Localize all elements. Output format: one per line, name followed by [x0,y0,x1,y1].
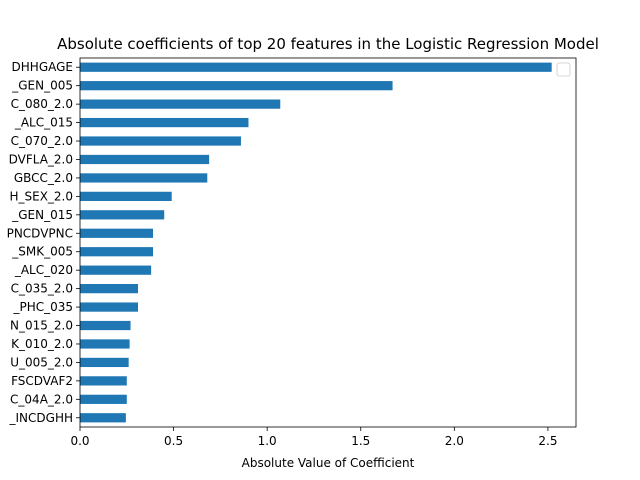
y-tick-label: _ALC_015 [14,116,73,130]
bar-17 [80,376,127,386]
x-tick-label: 1.5 [351,434,370,448]
legend-box [556,62,571,77]
bar-5 [80,154,210,165]
y-tick-label: C_070_2.0 [11,134,73,148]
y-tick-label: C_04A_2.0 [10,392,73,406]
y-tick-label: U_005_2.0 [10,355,73,369]
bar-13 [80,302,139,312]
x-tick-label: 1.0 [258,434,277,448]
bar-19 [80,413,126,423]
bar-11 [80,265,152,275]
y-tick-label: H_SEX_2.0 [9,189,73,203]
bar-8 [80,210,165,220]
bars-group [80,62,552,423]
bar-2 [80,99,281,109]
x-axis-label: Absolute Value of Coefficient [242,456,415,470]
y-tick-label: C_035_2.0 [11,282,73,296]
chart-title: Absolute coefficients of top 20 features… [57,35,599,53]
bar-14 [80,320,131,331]
plot-frame [79,57,577,428]
bar-10 [80,247,153,257]
bar-9 [80,228,153,238]
y-tick-label: _PHC_035 [12,300,73,314]
bar-18 [80,394,127,404]
bar-15 [80,339,130,349]
x-tick-label: 2.0 [445,434,464,448]
bar-4 [80,136,241,146]
y-tick-label: N_015_2.0 [10,319,73,333]
bar-16 [80,357,129,368]
bar-6 [80,173,208,183]
y-tick-label: _GEN_015 [11,208,73,222]
x-tick-label: 0.5 [164,434,183,448]
bar-3 [80,117,249,128]
y-tick-label: DHHGAGE [12,60,73,74]
y-tick-label: PNCDVPNC [7,226,73,240]
y-tick-label: FSCDVAF2 [11,374,73,388]
bar-0 [80,62,552,72]
x-tick-label: 0.0 [70,434,89,448]
bar-12 [80,284,139,294]
bar-7 [80,191,172,201]
y-tick-label: GBCC_2.0 [14,171,73,185]
x-axis-ticks: 0.0 0.5 1.0 1.5 2.0 2.5 [70,427,557,448]
y-tick-label: C_080_2.0 [11,97,73,111]
y-tick-label: K_010_2.0 [11,337,73,351]
y-tick-label: DVFLA_2.0 [9,152,73,166]
y-tick-labels: DHHGAGE _GEN_005 C_080_2.0 _ALC_015 C_070_2.… [7,60,80,425]
x-tick-label: 2.5 [538,434,557,448]
y-tick-label: _SMK_005 [11,245,73,259]
y-tick-label: _GEN_005 [11,79,73,93]
bar-1 [80,81,393,91]
y-tick-label: _INCDGHH [9,411,73,425]
y-tick-label: _ALC_020 [14,263,73,277]
